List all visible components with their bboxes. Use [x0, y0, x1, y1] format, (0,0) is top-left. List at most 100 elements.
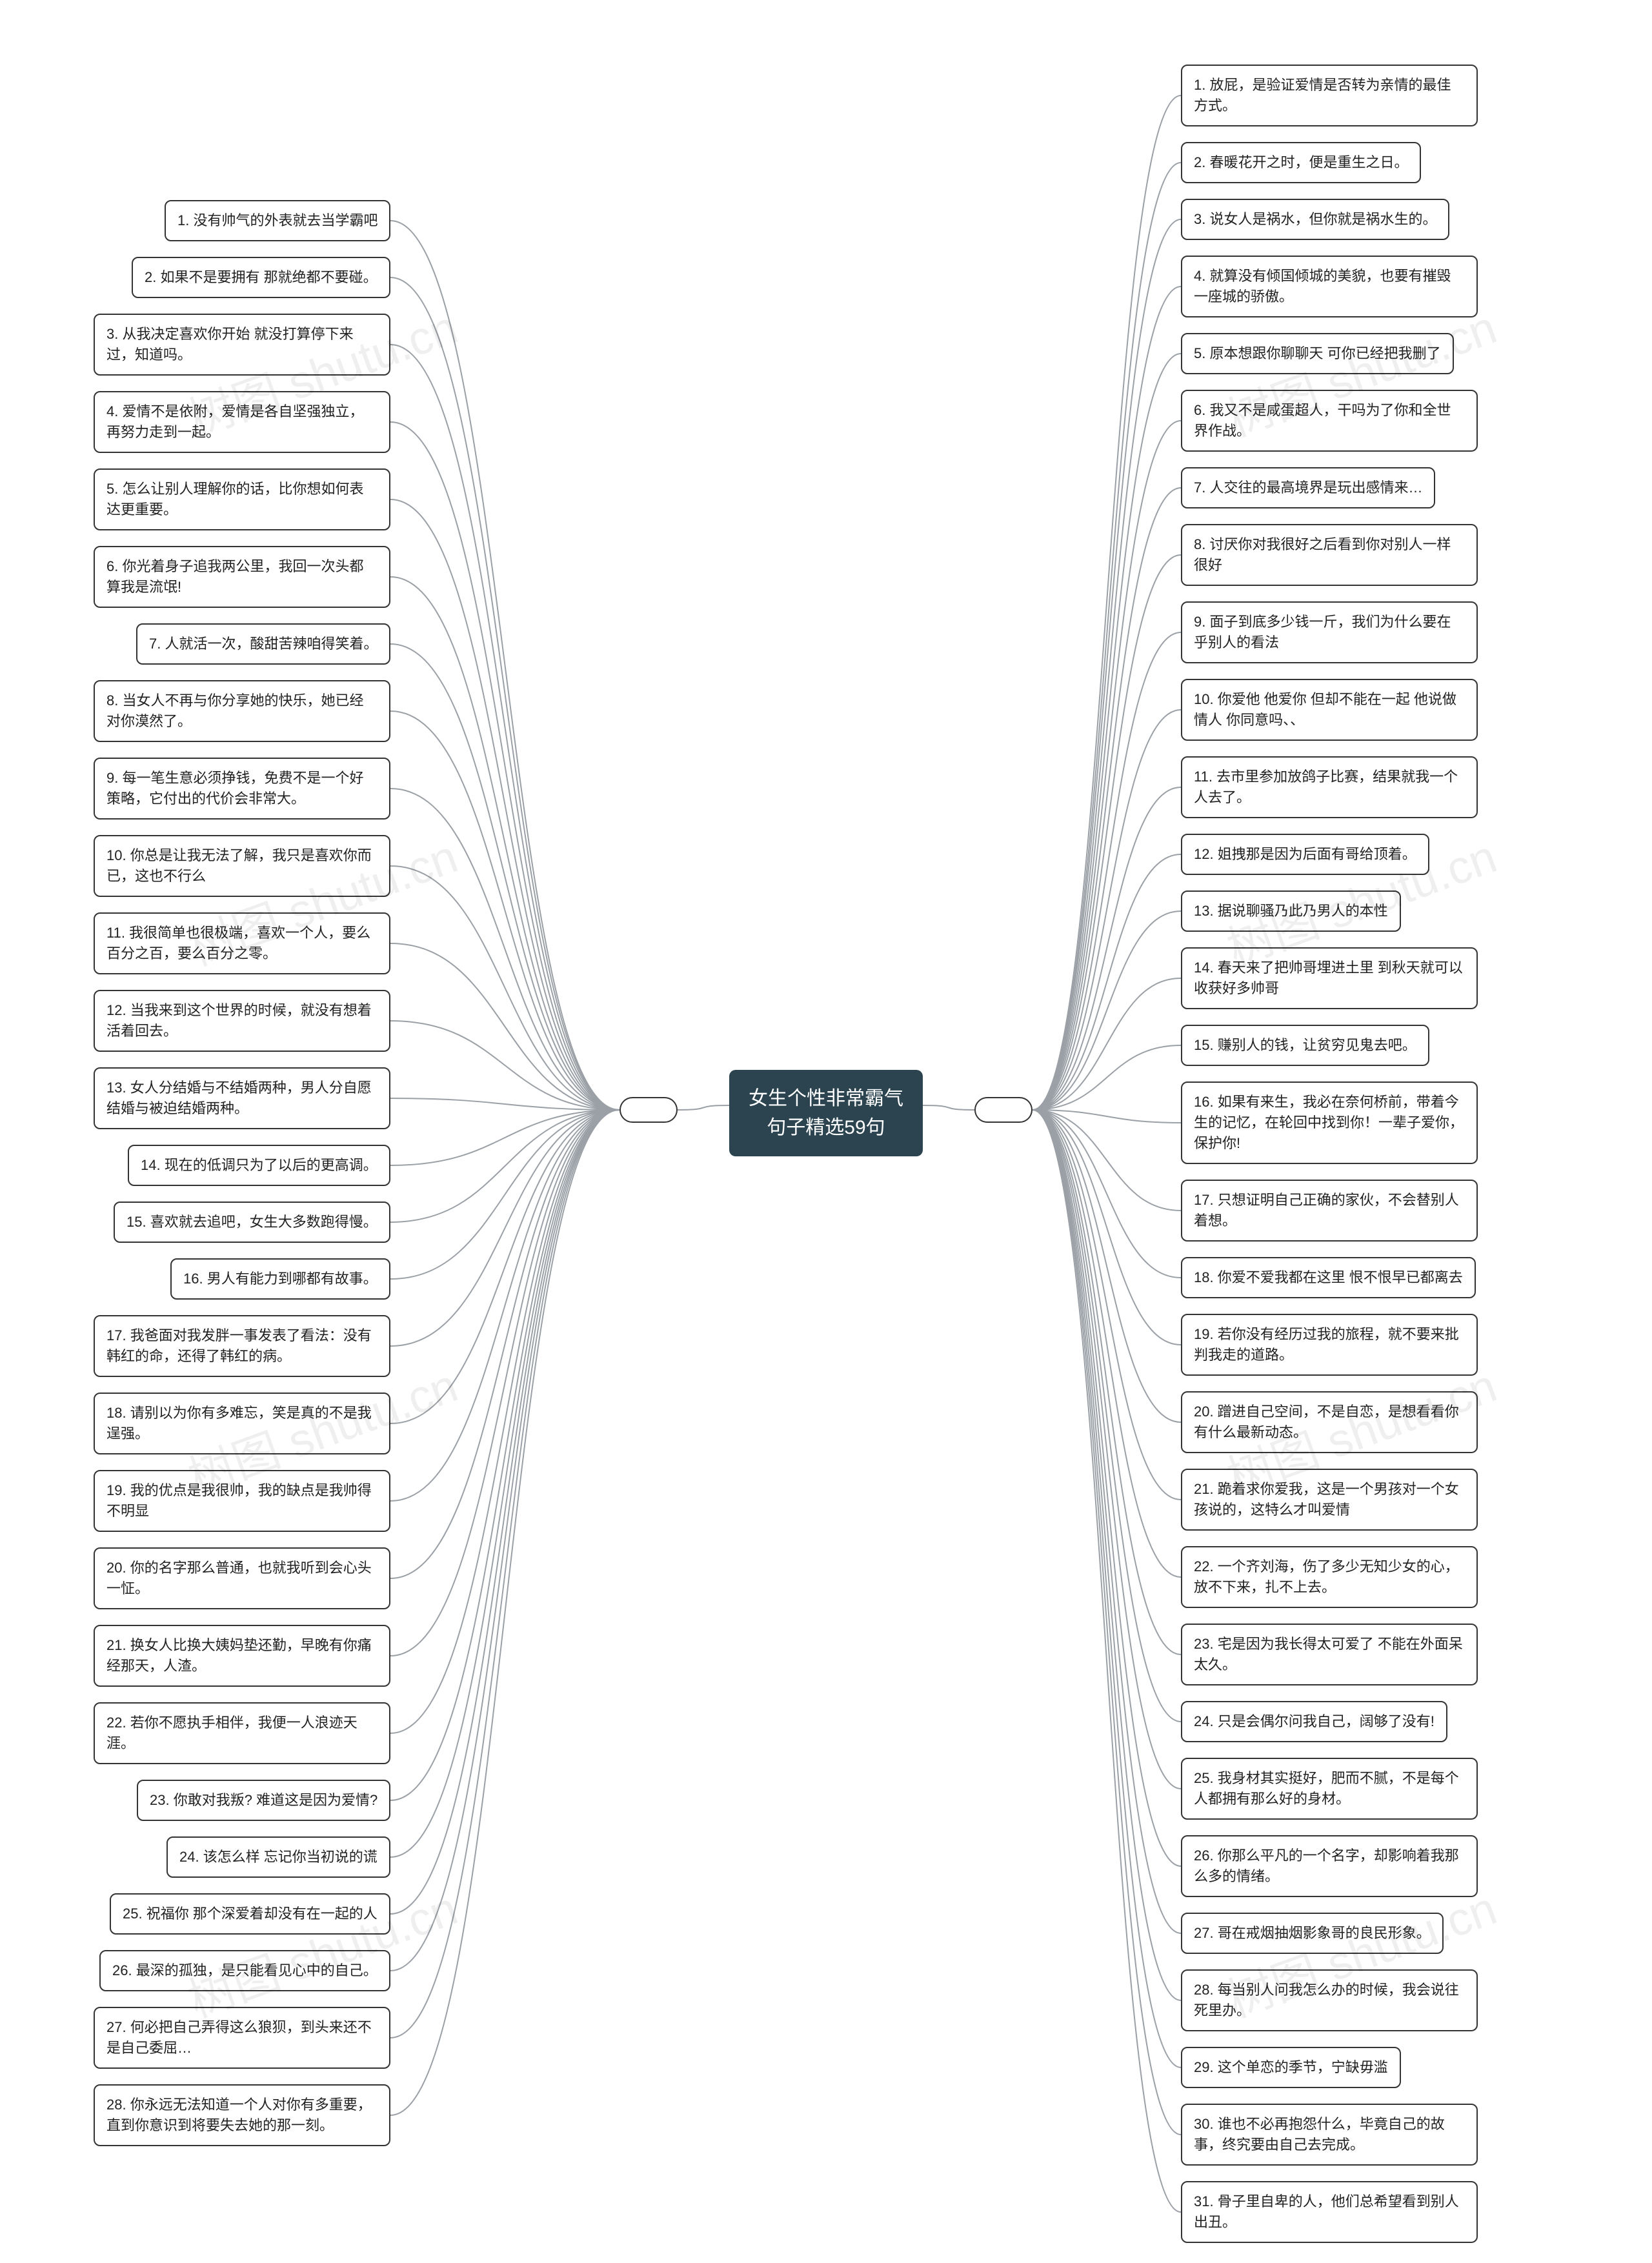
center-topic-text: 女生个性非常霸气句子精选59句	[749, 1088, 903, 1138]
left-leaf-20: 20. 你的名字那么普通，也就我听到会心头一怔。	[94, 1547, 390, 1609]
leaf-text: 22. 若你不愿执手相伴，我便一人浪迹天涯。	[106, 1715, 358, 1751]
left-hub	[620, 1097, 678, 1123]
leaf-text: 15. 赚别人的钱，让贫穷见鬼去吧。	[1194, 1037, 1416, 1053]
leaf-text: 20. 蹭进自己空间，不是自恋，是想看看你有什么最新动态。	[1194, 1403, 1459, 1440]
left-leaf-28: 28. 你永远无法知道一个人对你有多重要，直到你意识到将要失去她的那一刻。	[94, 2084, 390, 2146]
left-leaf-12: 12. 当我来到这个世界的时候，就没有想着活着回去。	[94, 990, 390, 1052]
leaf-text: 25. 我身材其实挺好，肥而不腻，不是每个人都拥有那么好的身材。	[1194, 1770, 1459, 1807]
leaf-text: 11. 去市里参加放鸽子比赛，结果就我一个人去了。	[1194, 769, 1458, 805]
right-leaf-27: 27. 哥在戒烟抽烟影象哥的良民形象。	[1181, 1913, 1444, 1954]
left-leaf-17: 17. 我爸面对我发胖一事发表了看法：没有韩红的命，还得了韩红的病。	[94, 1315, 390, 1377]
leaf-text: 23. 宅是因为我长得太可爱了 不能在外面呆太久。	[1194, 1636, 1463, 1673]
left-leaf-25: 25. 祝福你 那个深爱着却没有在一起的人	[110, 1893, 390, 1935]
leaf-text: 14. 春天来了把帅哥埋进土里 到秋天就可以收获好多帅哥	[1194, 960, 1463, 996]
left-leaf-8: 8. 当女人不再与你分享她的快乐，她已经对你漠然了。	[94, 680, 390, 742]
leaf-text: 27. 哥在戒烟抽烟影象哥的良民形象。	[1194, 1925, 1431, 1941]
leaf-text: 20. 你的名字那么普通，也就我听到会心头一怔。	[106, 1560, 372, 1596]
leaf-text: 21. 跪着求你爱我，这是一个男孩对一个女孩说的，这特么才叫爱情	[1194, 1481, 1459, 1518]
left-leaf-24: 24. 该怎么样 忘记你当初说的谎	[166, 1836, 390, 1878]
right-leaf-3: 3. 说女人是祸水，但你就是祸水生的。	[1181, 199, 1449, 240]
right-leaf-5: 5. 原本想跟你聊聊天 可你已经把我删了	[1181, 333, 1454, 374]
leaf-text: 21. 换女人比换大姨妈垫还勤，早晚有你痛经那天，人渣。	[106, 1637, 372, 1674]
leaf-text: 6. 我又不是咸蛋超人，干吗为了你和全世界作战。	[1194, 402, 1451, 439]
left-leaf-26: 26. 最深的孤独，是只能看见心中的自己。	[99, 1950, 390, 1991]
leaf-text: 10. 你爱他 他爱你 但却不能在一起 他说做情人 你同意吗、、	[1194, 691, 1456, 728]
right-leaf-21: 21. 跪着求你爱我，这是一个男孩对一个女孩说的，这特么才叫爱情	[1181, 1469, 1478, 1531]
left-leaf-23: 23. 你敢对我叛? 难道这是因为爱情?	[137, 1780, 390, 1821]
leaf-text: 17. 我爸面对我发胖一事发表了看法：没有韩红的命，还得了韩红的病。	[106, 1327, 372, 1364]
left-leaf-3: 3. 从我决定喜欢你开始 就没打算停下来过，知道吗。	[94, 314, 390, 376]
leaf-text: 16. 男人有能力到哪都有故事。	[183, 1271, 378, 1287]
right-leaf-19: 19. 若你没有经历过我的旅程，就不要来批判我走的道路。	[1181, 1314, 1478, 1376]
left-leaf-1: 1. 没有帅气的外表就去当学霸吧	[165, 200, 390, 241]
leaf-text: 1. 没有帅气的外表就去当学霸吧	[177, 212, 378, 228]
right-leaf-6: 6. 我又不是咸蛋超人，干吗为了你和全世界作战。	[1181, 390, 1478, 452]
left-leaf-7: 7. 人就活一次，酸甜苦辣咱得笑着。	[136, 623, 390, 665]
leaf-text: 11. 我很简单也很极端，喜欢一个人，要么百分之百，要么百分之零。	[106, 925, 370, 961]
right-leaf-26: 26. 你那么平凡的一个名字，却影响着我那么多的情绪。	[1181, 1835, 1478, 1897]
left-leaf-2: 2. 如果不是要拥有 那就绝都不要碰。	[132, 257, 390, 298]
leaf-text: 27. 何必把自己弄得这么狼狈，到头来还不是自己委屈…	[106, 2019, 372, 2056]
right-leaf-30: 30. 谁也不必再抱怨什么，毕竟自己的故事，终究要由自己去完成。	[1181, 2104, 1478, 2166]
leaf-text: 4. 爱情不是依附，爱情是各自坚强独立，再努力走到一起。	[106, 403, 363, 440]
left-leaf-22: 22. 若你不愿执手相伴，我便一人浪迹天涯。	[94, 1702, 390, 1764]
left-leaf-14: 14. 现在的低调只为了以后的更高调。	[128, 1145, 390, 1186]
right-leaf-10: 10. 你爱他 他爱你 但却不能在一起 他说做情人 你同意吗、、	[1181, 679, 1478, 741]
left-leaf-5: 5. 怎么让别人理解你的话，比你想如何表达更重要。	[94, 468, 390, 530]
leaf-text: 12. 姐拽那是因为后面有哥给顶着。	[1194, 846, 1416, 862]
right-leaf-7: 7. 人交往的最高境界是玩出感情来…	[1181, 467, 1435, 508]
left-leaf-27: 27. 何必把自己弄得这么狼狈，到头来还不是自己委屈…	[94, 2007, 390, 2069]
right-hub	[974, 1097, 1032, 1123]
leaf-text: 14. 现在的低调只为了以后的更高调。	[141, 1157, 378, 1173]
leaf-text: 24. 该怎么样 忘记你当初说的谎	[179, 1849, 378, 1865]
leaf-text: 3. 说女人是祸水，但你就是祸水生的。	[1194, 211, 1436, 227]
right-leaf-2: 2. 春暖花开之时，便是重生之日。	[1181, 142, 1421, 183]
right-leaf-4: 4. 就算没有倾国倾城的美貌，也要有摧毁一座城的骄傲。	[1181, 256, 1478, 317]
leaf-text: 16. 如果有来生，我必在奈何桥前，带着今生的记忆，在轮回中找到你！一辈子爱你，…	[1194, 1094, 1464, 1151]
right-leaf-11: 11. 去市里参加放鸽子比赛，结果就我一个人去了。	[1181, 756, 1478, 818]
right-leaf-8: 8. 讨厌你对我很好之后看到你对别人一样很好	[1181, 524, 1478, 586]
leaf-text: 2. 春暖花开之时，便是重生之日。	[1194, 154, 1408, 170]
leaf-text: 17. 只想证明自己正确的家伙，不会替别人着想。	[1194, 1192, 1459, 1229]
leaf-text: 10. 你总是让我无法了解，我只是喜欢你而已，这也不行么	[106, 847, 372, 884]
left-leaf-21: 21. 换女人比换大姨妈垫还勤，早晚有你痛经那天，人渣。	[94, 1625, 390, 1687]
right-leaf-14: 14. 春天来了把帅哥埋进土里 到秋天就可以收获好多帅哥	[1181, 947, 1478, 1009]
right-leaf-25: 25. 我身材其实挺好，肥而不腻，不是每个人都拥有那么好的身材。	[1181, 1758, 1478, 1820]
right-leaf-1: 1. 放屁，是验证爱情是否转为亲情的最佳方式。	[1181, 65, 1478, 126]
leaf-text: 18. 请别以为你有多难忘，笑是真的不是我逞强。	[106, 1405, 372, 1442]
leaf-text: 15. 喜欢就去追吧，女生大多数跑得慢。	[126, 1214, 378, 1230]
leaf-text: 28. 你永远无法知道一个人对你有多重要，直到你意识到将要失去她的那一刻。	[106, 2097, 372, 2133]
left-leaf-16: 16. 男人有能力到哪都有故事。	[170, 1258, 390, 1300]
leaf-text: 9. 面子到底多少钱一斤，我们为什么要在乎别人的看法	[1194, 614, 1451, 650]
leaf-text: 28. 每当别人问我怎么办的时候，我会说往死里办。	[1194, 1982, 1459, 2018]
right-leaf-24: 24. 只是会偶尔问我自己，阔够了没有!	[1181, 1701, 1447, 1742]
right-leaf-16: 16. 如果有来生，我必在奈何桥前，带着今生的记忆，在轮回中找到你！一辈子爱你，…	[1181, 1081, 1478, 1164]
leaf-text: 24. 只是会偶尔问我自己，阔够了没有!	[1194, 1713, 1435, 1729]
leaf-text: 23. 你敢对我叛? 难道这是因为爱情?	[150, 1792, 378, 1808]
leaf-text: 26. 最深的孤独，是只能看见心中的自己。	[112, 1962, 378, 1978]
leaf-text: 25. 祝福你 那个深爱着却没有在一起的人	[123, 1906, 378, 1922]
leaf-text: 4. 就算没有倾国倾城的美貌，也要有摧毁一座城的骄傲。	[1194, 268, 1451, 305]
right-leaf-28: 28. 每当别人问我怎么办的时候，我会说往死里办。	[1181, 1969, 1478, 2031]
leaf-text: 6. 你光着身子追我两公里，我回一次头都算我是流氓!	[106, 558, 363, 595]
leaf-text: 1. 放屁，是验证爱情是否转为亲情的最佳方式。	[1194, 77, 1451, 114]
leaf-text: 26. 你那么平凡的一个名字，却影响着我那么多的情绪。	[1194, 1847, 1459, 1884]
leaf-text: 8. 当女人不再与你分享她的快乐，她已经对你漠然了。	[106, 692, 363, 729]
right-leaf-17: 17. 只想证明自己正确的家伙，不会替别人着想。	[1181, 1180, 1478, 1242]
leaf-text: 31. 骨子里自卑的人，他们总希望看到别人出丑。	[1194, 2193, 1459, 2230]
left-leaf-4: 4. 爱情不是依附，爱情是各自坚强独立，再努力走到一起。	[94, 391, 390, 453]
leaf-text: 13. 据说聊骚乃此乃男人的本性	[1194, 903, 1388, 919]
left-leaf-9: 9. 每一笔生意必须挣钱，免费不是一个好策略，它付出的代价会非常大。	[94, 758, 390, 820]
left-leaf-6: 6. 你光着身子追我两公里，我回一次头都算我是流氓!	[94, 546, 390, 608]
right-leaf-31: 31. 骨子里自卑的人，他们总希望看到别人出丑。	[1181, 2181, 1478, 2243]
left-leaf-11: 11. 我很简单也很极端，喜欢一个人，要么百分之百，要么百分之零。	[94, 912, 390, 974]
right-leaf-23: 23. 宅是因为我长得太可爱了 不能在外面呆太久。	[1181, 1624, 1478, 1685]
leaf-text: 8. 讨厌你对我很好之后看到你对别人一样很好	[1194, 536, 1451, 573]
right-leaf-13: 13. 据说聊骚乃此乃男人的本性	[1181, 890, 1401, 932]
leaf-text: 5. 原本想跟你聊聊天 可你已经把我删了	[1194, 345, 1441, 361]
leaf-text: 29. 这个单恋的季节，宁缺毋滥	[1194, 2059, 1388, 2075]
leaf-text: 19. 若你没有经历过我的旅程，就不要来批判我走的道路。	[1194, 1326, 1459, 1363]
leaf-text: 3. 从我决定喜欢你开始 就没打算停下来过，知道吗。	[106, 326, 354, 363]
leaf-text: 19. 我的优点是我很帅，我的缺点是我帅得不明显	[106, 1482, 372, 1519]
leaf-text: 2. 如果不是要拥有 那就绝都不要碰。	[145, 269, 378, 285]
